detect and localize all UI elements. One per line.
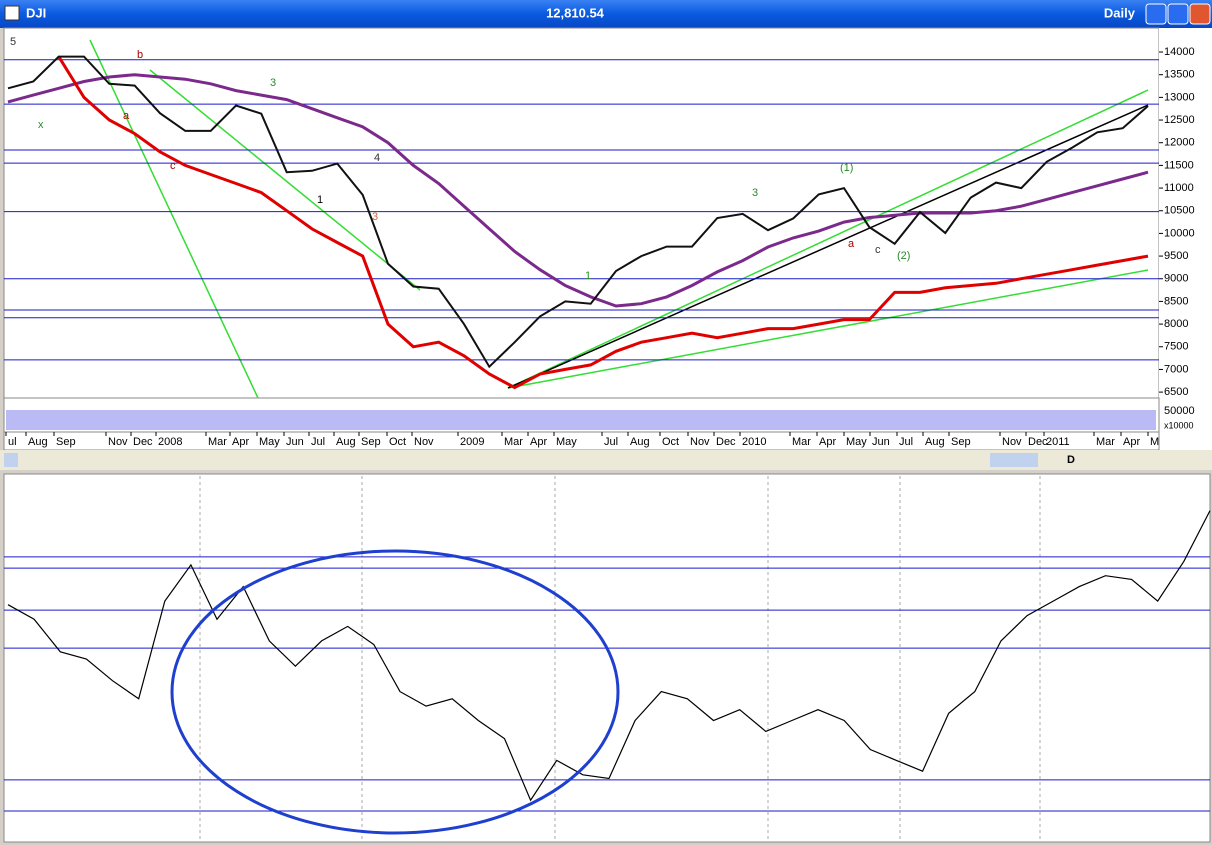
x-tick-label: May xyxy=(556,436,577,448)
volume-band xyxy=(6,410,1156,430)
y-tick-label: 7000 xyxy=(1164,363,1188,375)
wave-label: a xyxy=(848,238,855,250)
minimize-button[interactable] xyxy=(1145,3,1167,25)
x-tick-label: Nov xyxy=(108,436,128,448)
x-tick-label: Aug xyxy=(336,436,356,448)
wave-label: c xyxy=(875,244,881,256)
app-icon xyxy=(4,5,20,21)
y-tick-label: 11000 xyxy=(1164,182,1194,194)
series-line xyxy=(7,55,1149,369)
wave-label: 5 xyxy=(10,36,16,48)
trendlines xyxy=(89,39,1149,399)
y-tick-label: 7500 xyxy=(1164,341,1188,353)
x-tick-label: Mar xyxy=(504,436,523,448)
x-tick-label: Jul xyxy=(899,436,913,448)
wave-label: 1 xyxy=(317,194,323,206)
symbol: DJI xyxy=(26,5,46,20)
period: Daily xyxy=(1104,5,1136,20)
x-tick-label: Aug xyxy=(28,436,48,448)
x-tick-label: May xyxy=(846,436,867,448)
x-tick-label: 2010 xyxy=(742,436,766,448)
close-button[interactable] xyxy=(1189,3,1211,25)
x-tick-label: Apr xyxy=(232,436,249,448)
x-tick-label: Oct xyxy=(662,436,679,448)
x-tick-label: Sep xyxy=(56,436,76,448)
x-tick-label: Nov xyxy=(690,436,710,448)
series-line xyxy=(7,510,1211,802)
wave-label: 3 xyxy=(752,187,758,199)
y-tick-label: 8000 xyxy=(1164,318,1188,330)
series-line xyxy=(57,55,1149,390)
x-tick-label: May xyxy=(259,436,280,448)
indicator-plot xyxy=(3,473,1211,843)
x-tick-label: Sep xyxy=(361,436,381,448)
x-tick-label: ul xyxy=(8,436,17,448)
scroll-left[interactable] xyxy=(4,453,18,467)
y-tick-label: 10000 xyxy=(1164,227,1195,239)
x-tick-label: Nov xyxy=(1002,436,1022,448)
x-tick-label: Dec xyxy=(1028,436,1048,448)
x-tick-label: Apr xyxy=(530,436,547,448)
title-bar xyxy=(0,0,1212,28)
y-tick-label: 12500 xyxy=(1164,114,1195,126)
volume-unit: x10000 xyxy=(1164,420,1194,430)
x-tick-label: Dec xyxy=(133,436,153,448)
series-line xyxy=(7,73,1149,308)
d-button[interactable]: D xyxy=(1067,454,1075,466)
volume-plot xyxy=(3,397,1160,433)
volume-tick: 50000 xyxy=(1164,405,1195,417)
x-tick-label: Jul xyxy=(604,436,618,448)
x-tick-label: 2009 xyxy=(460,436,484,448)
wave-label: a xyxy=(123,110,130,122)
wave-label: 3 xyxy=(372,211,378,223)
y-tick-label: 10500 xyxy=(1164,205,1195,217)
wave-label: (1) xyxy=(840,162,853,174)
wave-label: (2) xyxy=(897,250,910,262)
x-tick-label: Jun xyxy=(872,436,890,448)
x-tick-label: Jun xyxy=(286,436,304,448)
wave-label: x xyxy=(38,119,44,131)
x-tick-label: Sep xyxy=(951,436,971,448)
x-tick-label: Mar xyxy=(792,436,811,448)
x-tick-label: 2008 xyxy=(158,436,182,448)
scroll-thumb[interactable] xyxy=(990,453,1038,467)
x-tick-label: Dec xyxy=(716,436,736,448)
highlight-ellipse xyxy=(170,549,620,835)
x-tick-label: Mar xyxy=(1096,436,1115,448)
y-tick-label: 9000 xyxy=(1164,273,1188,285)
x-tick-label: Nov xyxy=(414,436,434,448)
indicator-vgrid xyxy=(199,476,1041,840)
y-tick-label: 13500 xyxy=(1164,69,1195,81)
y-tick-label: 9500 xyxy=(1164,250,1188,262)
wave-label: c xyxy=(170,160,176,172)
x-tick-label: Aug xyxy=(630,436,650,448)
x-tick-label: Apr xyxy=(819,436,836,448)
x-tick-label: 2011 xyxy=(1046,436,1070,448)
wave-label: 1 xyxy=(585,270,591,282)
wave-label: 3 xyxy=(270,77,276,89)
y-tick-label: 8500 xyxy=(1164,295,1188,307)
y-tick-label: 14000 xyxy=(1164,46,1195,58)
x-tick-label: M xyxy=(1150,436,1159,448)
y-tick-label: 6500 xyxy=(1164,386,1188,398)
wave-label: b xyxy=(137,49,143,61)
wave-label: 4 xyxy=(374,152,380,164)
maximize-button[interactable] xyxy=(1167,3,1189,25)
toolbar xyxy=(0,450,1212,470)
y-tick-label: 12000 xyxy=(1164,137,1195,149)
price-axis xyxy=(1159,28,1212,450)
price: 12,810.54 xyxy=(546,5,605,20)
x-tick-label: Mar xyxy=(208,436,227,448)
x-tick-label: Jul xyxy=(311,436,325,448)
x-tick-label: Oct xyxy=(389,436,406,448)
y-tick-label: 13000 xyxy=(1164,91,1195,103)
x-tick-label: Apr xyxy=(1123,436,1140,448)
y-tick-label: 11500 xyxy=(1164,159,1194,171)
x-tick-label: Aug xyxy=(925,436,945,448)
